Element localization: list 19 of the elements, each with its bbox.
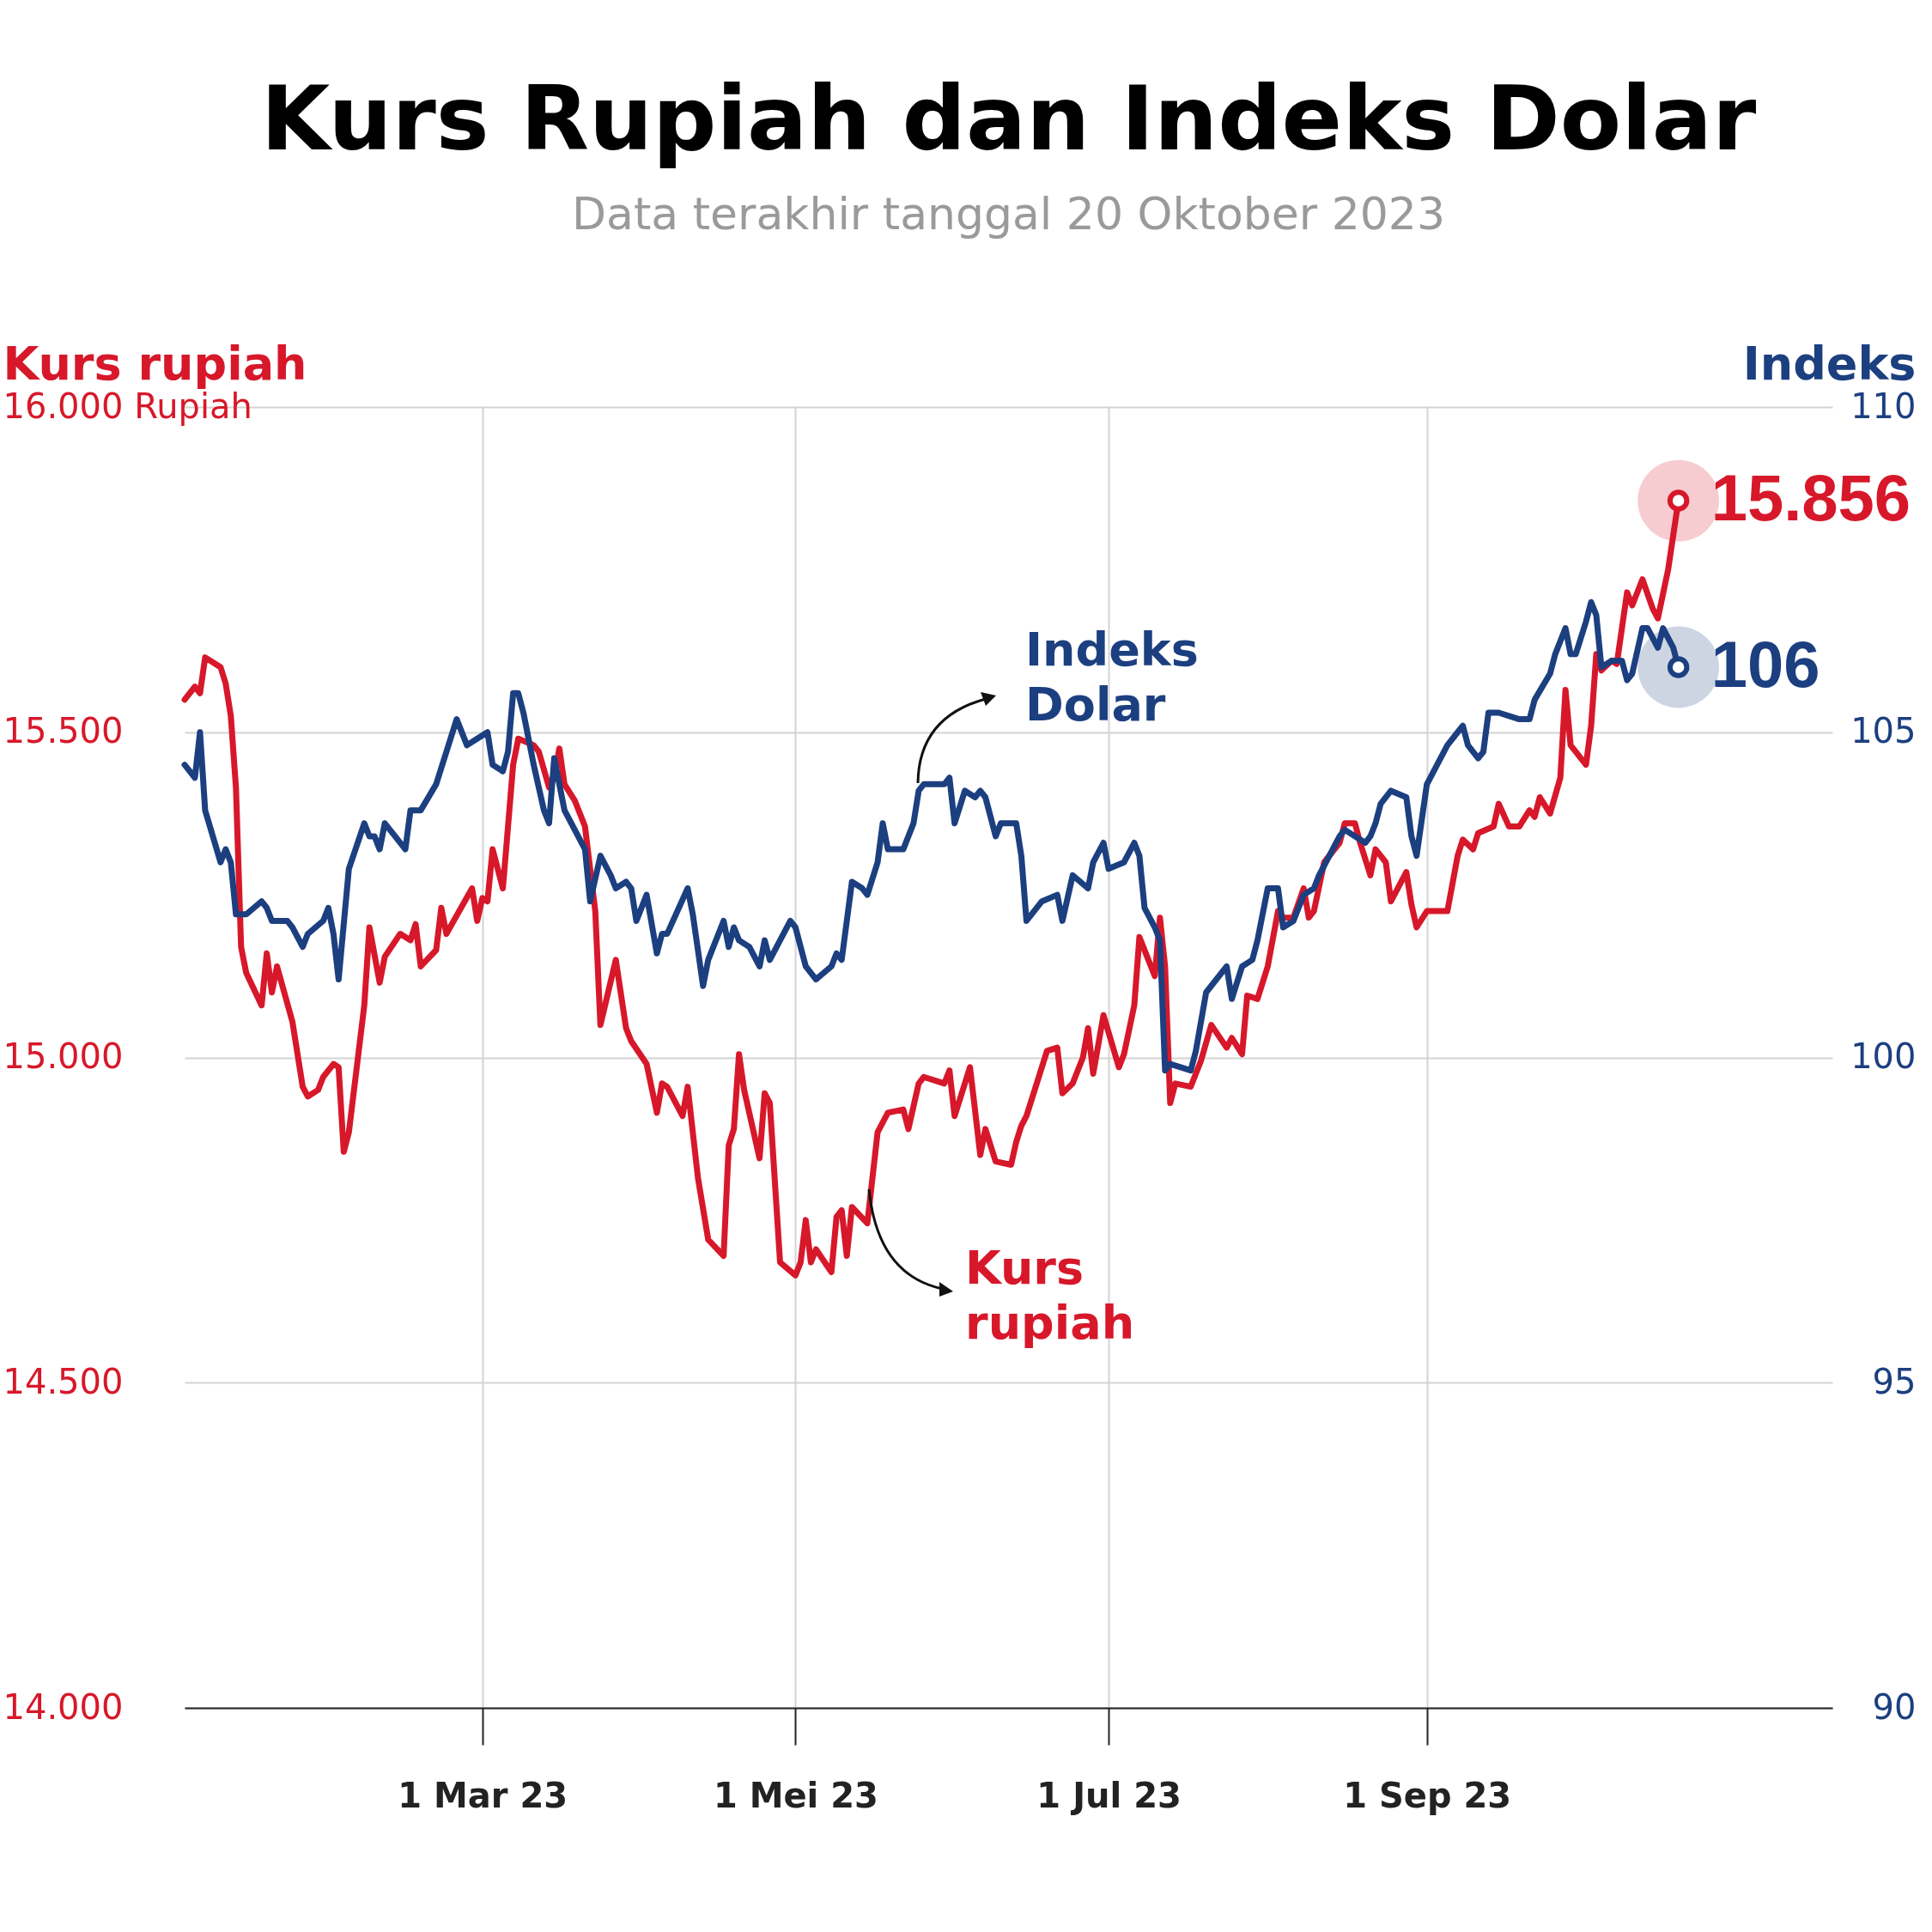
data-label: 106 [1710,628,1820,701]
y-tick-label: 14.500 [3,1361,124,1401]
x-tick-label: 1 Sep 23 [1343,1775,1512,1815]
y2-tick-label: 95 [1872,1361,1917,1401]
y2-tick-label: 90 [1872,1686,1917,1727]
y2-tick-label: 100 [1850,1036,1917,1076]
chart-title: Kurs Rupiah dan Indeks Dolar [260,66,1757,171]
y-tick-label: 14.000 [3,1686,124,1727]
data-label: 15.856 [1710,461,1911,535]
series-label: Indeks Dolar [1025,623,1199,732]
y-tick-label: 15.000 [3,1036,124,1076]
chart-subtitle: Data terakhir tanggal 20 Oktober 2023 [572,188,1445,240]
x-tick-label: 1 Mar 23 [398,1775,568,1815]
y-tick-label: 15.500 [3,711,124,751]
x-tick-label: 1 Mei 23 [713,1775,878,1815]
y2-tick-label: 105 [1850,711,1917,751]
y-axis-title: Kurs rupiah [3,336,307,391]
series-label: Kurs rupiah [965,1241,1135,1350]
x-tick-label: 1 Jul 23 [1036,1775,1182,1815]
